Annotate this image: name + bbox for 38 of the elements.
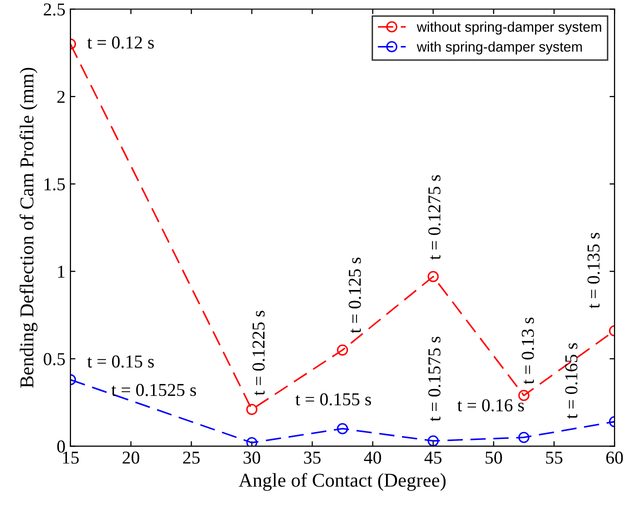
point	[336, 423, 348, 434]
x-tick-label: 20	[122, 452, 140, 464]
annotation: t = 0.13 s	[522, 318, 534, 384]
legend-label: without spring-damper system	[416, 22, 602, 35]
x-tick-label: 25	[183, 452, 200, 464]
x-tick-label: 50	[486, 452, 502, 464]
y-tick-label: 1.5	[44, 178, 65, 190]
x-tick-label: 45	[424, 452, 442, 464]
y-tick-label: 0.5	[44, 353, 65, 366]
point	[428, 435, 439, 446]
y-tick-label: 1	[58, 266, 65, 278]
y-tick-label: 0	[57, 440, 65, 453]
y-tick-label: 2.5	[44, 3, 65, 16]
x-tick-label: 15	[63, 452, 79, 464]
annotation: t = 0.135 s	[587, 232, 600, 308]
x-tick-label: 60	[606, 452, 623, 464]
point	[246, 437, 258, 446]
annotation: t = 0.15 s	[87, 355, 154, 368]
y-axis-title: Bending Deflection of Cam Profile (mm)	[20, 68, 38, 388]
annotation: t = 0.12 s	[87, 36, 154, 49]
legend-label: with spring-damper system	[416, 42, 582, 54]
annotation: t = 0.165 s	[565, 343, 578, 419]
point	[336, 344, 348, 356]
x-tick-label: 40	[364, 452, 382, 464]
x-tick-label: 35	[304, 452, 321, 464]
annotation: t = 0.1575 s	[428, 336, 441, 422]
point	[246, 404, 258, 416]
annotation: t = 0.1275 s	[428, 175, 441, 260]
annotation: t = 0.125 s	[348, 258, 361, 334]
x-tick-label: 30	[244, 452, 260, 464]
x-axis-title: Angle of Contact (Degree)	[238, 472, 446, 491]
point	[428, 271, 439, 282]
annotation: t = 0.1525 s	[111, 384, 196, 396]
annotation: t = 0.1225 s	[252, 310, 265, 396]
annotation: t = 0.155 s	[295, 393, 372, 406]
annotation: t = 0.16 s	[457, 399, 524, 412]
x-tick-label: 55	[546, 452, 562, 464]
y-tick-label: 2	[57, 90, 65, 103]
